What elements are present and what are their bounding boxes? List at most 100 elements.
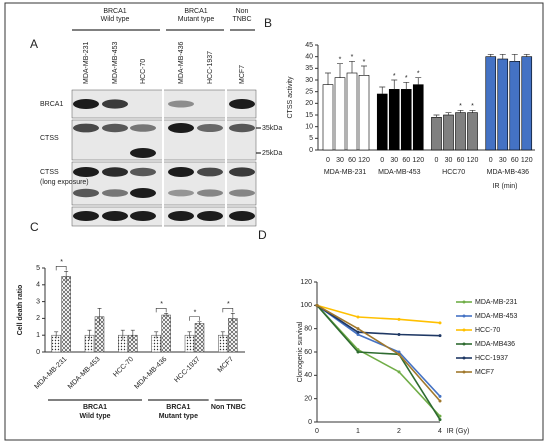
y-axis-title: Cell death ratio: [17, 285, 24, 336]
y-tick-label: 120: [300, 279, 312, 286]
bar: [485, 56, 497, 151]
lane-gap: [162, 88, 164, 228]
series-line: [316, 304, 441, 337]
point: [397, 370, 401, 374]
y-tick-label: 30: [305, 77, 313, 84]
y-tick-label: 60: [304, 349, 312, 356]
blot-band: [168, 189, 194, 197]
marker-label: 25kDa: [262, 150, 282, 157]
blot-band: [229, 99, 255, 109]
point: [356, 330, 360, 334]
error-bar: [337, 63, 343, 78]
x-tick-label: 4: [438, 428, 442, 435]
bar: [400, 89, 412, 151]
error-bar: [415, 77, 422, 85]
legend-marker: [462, 314, 466, 318]
point: [438, 321, 442, 325]
x-tick-label: 1: [356, 428, 360, 435]
panel-letter: C: [30, 220, 39, 234]
error-bar: [120, 329, 125, 341]
blot-band: [229, 189, 255, 197]
point: [356, 350, 360, 354]
lane-label: MDA-MB-231: [83, 41, 90, 84]
legend-marker: [462, 342, 466, 346]
lane-label: HCC-1937: [207, 51, 214, 84]
blot-band: [229, 167, 255, 177]
x-tick-label: 60: [402, 157, 410, 164]
x-tick-label: HCC-1937: [173, 356, 201, 384]
error-bar: [379, 86, 386, 94]
blot-band: [168, 123, 194, 133]
x-tick-label: 2: [397, 428, 401, 435]
x-tick-label: 0: [380, 157, 384, 164]
significance: *: [194, 310, 197, 317]
significance: *: [339, 57, 342, 64]
y-tick-label: 0: [309, 147, 313, 154]
lane-gap: [225, 88, 227, 228]
significance: *: [393, 73, 396, 80]
x-tick-label: 30: [445, 157, 453, 164]
blot-band: [229, 211, 255, 221]
error-bar: [469, 109, 476, 113]
significance: *: [160, 301, 163, 308]
y-axis-title: Clonogenic survival: [297, 321, 304, 382]
x-tick-label: 60: [511, 157, 519, 164]
error-bar: [433, 114, 440, 118]
blot-band: [130, 148, 156, 158]
bracket: [189, 316, 200, 321]
y-tick-label: 10: [305, 124, 313, 131]
point: [397, 333, 401, 336]
blot-band: [102, 167, 128, 177]
figure-border: [4, 2, 544, 441]
bar: [431, 117, 442, 151]
group-subtitle: Mutant type: [159, 413, 198, 420]
point: [438, 394, 442, 398]
blot-band: [130, 211, 156, 221]
point: [438, 399, 442, 403]
y-tick-label: 100: [300, 302, 312, 309]
y-tick-label: 3: [36, 298, 40, 305]
series-line: [316, 304, 441, 402]
error-bar: [154, 331, 159, 339]
x-tick-label: MDA-MB-436: [133, 356, 168, 391]
series-line: [316, 304, 441, 324]
group-label: HCC70: [442, 169, 465, 176]
significance: *: [60, 259, 63, 266]
group-subtitle: Wild type: [79, 413, 110, 420]
error-bar: [391, 79, 398, 90]
blot-band: [73, 167, 99, 177]
y-tick-label: 5: [36, 265, 40, 272]
x-tick-label: 0: [489, 157, 493, 164]
legend-label: HCC-1937: [475, 355, 508, 362]
bar: [455, 112, 466, 151]
blot-band: [102, 189, 128, 197]
group-label: MDA-MB-453: [378, 169, 421, 176]
bar: [322, 84, 334, 151]
group-subtitle: Wild type: [101, 16, 130, 23]
error-bar: [97, 308, 102, 326]
x-tick-label: 120: [412, 157, 424, 164]
x-tick-label: 0: [315, 428, 319, 435]
group-title: BRCA1: [103, 8, 126, 15]
bar: [194, 323, 205, 353]
point: [356, 327, 360, 331]
error-bar: [487, 53, 494, 57]
x-tick-label: 120: [358, 157, 370, 164]
legend-label: MCF7: [475, 369, 494, 376]
error-bar: [457, 109, 464, 113]
legend-label: MDA-MB436: [475, 341, 515, 348]
y-tick-label: 40: [304, 372, 312, 379]
significance: *: [405, 75, 408, 82]
row-label: BRCA1: [40, 101, 63, 108]
error-bar: [87, 329, 92, 341]
point: [438, 334, 442, 338]
panel-letter: A: [30, 37, 38, 51]
legend-marker: [462, 328, 466, 332]
blot-band: [73, 188, 99, 198]
x-tick-label: 30: [336, 157, 344, 164]
blot-band: [102, 211, 128, 221]
row-label: CTSS: [40, 135, 59, 142]
legend-marker: [462, 356, 466, 360]
